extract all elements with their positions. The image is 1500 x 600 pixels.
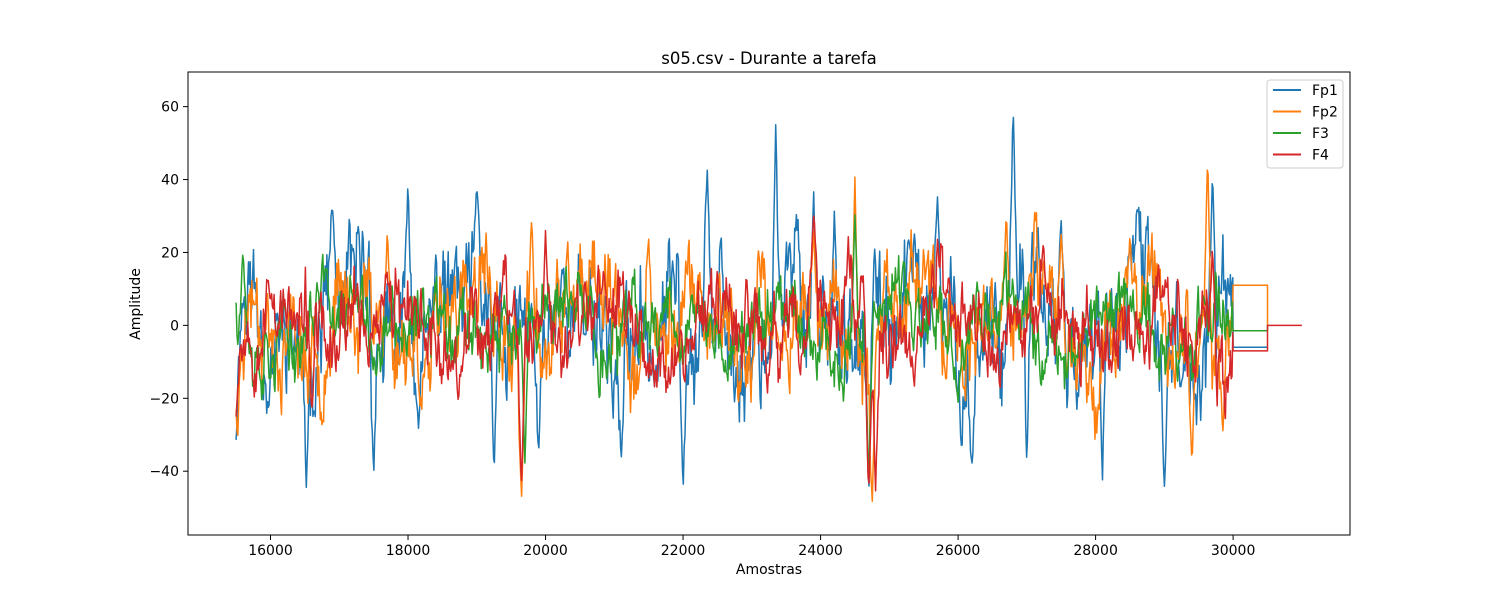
legend-label-fp2: Fp2 <box>1312 105 1338 121</box>
y-tick-label: 20 <box>161 245 179 261</box>
x-tick-label: 24000 <box>798 543 843 559</box>
x-tick-label: 16000 <box>248 543 293 559</box>
series-layer <box>235 116 1302 503</box>
y-axis: −40 −20 0 20 40 60 <box>149 100 188 480</box>
y-tick-label: 60 <box>161 100 179 116</box>
x-tick-label: 28000 <box>1073 543 1118 559</box>
y-tick-label: −20 <box>149 391 179 407</box>
legend-label-f4: F4 <box>1312 148 1329 164</box>
legend-label-f3: F3 <box>1312 126 1329 142</box>
x-axis-label: Amostras <box>736 562 802 578</box>
x-axis: 16000 18000 20000 22000 24000 26000 28000 30000 <box>248 535 1255 559</box>
x-tick-label: 26000 <box>936 543 981 559</box>
series-line-fp1 <box>235 116 1268 489</box>
x-tick-label: 30000 <box>1211 543 1256 559</box>
legend: Fp1 Fp2 F3 F4 <box>1266 79 1344 169</box>
x-tick-label: 18000 <box>386 543 431 559</box>
series-line-f4 <box>235 215 1302 492</box>
plot-area <box>188 72 1350 535</box>
y-tick-label: 0 <box>170 318 179 334</box>
y-axis-label: Amplitude <box>128 268 144 340</box>
y-tick-label: 40 <box>161 173 179 189</box>
chart-title: s05.csv - Durante a tarefa <box>661 49 877 68</box>
plot-frame <box>187 71 1351 536</box>
y-tick-label: −40 <box>149 464 179 480</box>
x-tick-label: 22000 <box>661 543 706 559</box>
x-tick-label: 20000 <box>523 543 568 559</box>
legend-label-fp1: Fp1 <box>1312 83 1338 99</box>
legend-frame <box>1266 79 1344 169</box>
